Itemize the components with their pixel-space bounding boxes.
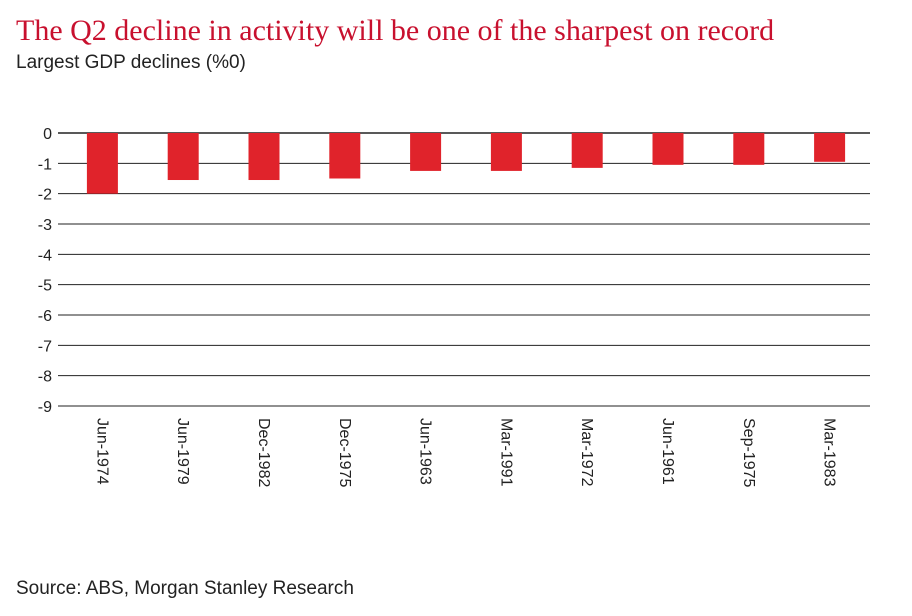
- y-tick-label: -6: [38, 308, 52, 325]
- x-category-label: Dec-1975: [336, 418, 353, 487]
- chart-title: The Q2 decline in activity will be one o…: [16, 14, 775, 47]
- x-category-label: Mar-1972: [578, 418, 595, 487]
- bar: [571, 133, 603, 168]
- x-category-label: Jun-1961: [659, 418, 676, 485]
- bars: [86, 133, 846, 194]
- x-category-label: Jun-1963: [417, 418, 434, 485]
- y-tick-label: -5: [38, 278, 52, 295]
- y-tick-label: -7: [38, 338, 52, 355]
- x-category-label: Jun-1979: [174, 418, 191, 485]
- x-category-label: Mar-1991: [497, 418, 514, 487]
- bar: [86, 133, 118, 194]
- source-note: Source: ABS, Morgan Stanley Research: [16, 578, 354, 599]
- y-tick-label: -2: [38, 187, 52, 204]
- bar: [490, 133, 522, 171]
- chart-subtitle: Largest GDP declines (%0): [16, 52, 246, 73]
- x-category-label: Sep-1975: [740, 418, 757, 487]
- bar: [733, 133, 765, 165]
- x-category-label: Jun-1974: [93, 418, 110, 485]
- y-tick-label: -4: [38, 247, 52, 264]
- y-axis-ticks: 0 -1 -2 -3 -4 -5 -6 -7 -8 -9: [38, 126, 52, 416]
- y-tick-label: -9: [38, 399, 52, 416]
- x-category-label: Mar-1983: [821, 418, 838, 487]
- x-category-label: Dec-1982: [255, 418, 272, 487]
- y-tick-label: -8: [38, 369, 52, 386]
- bar: [248, 133, 280, 181]
- x-axis-labels: Jun-1974 Jun-1979 Dec-1982 Dec-1975 Jun-1963…: [93, 418, 837, 487]
- bar: [814, 133, 846, 162]
- y-tick-label: -3: [38, 217, 52, 234]
- bar: [652, 133, 684, 165]
- bar: [329, 133, 361, 179]
- bar: [410, 133, 442, 171]
- y-tick-label: -1: [38, 156, 52, 173]
- y-tick-label: 0: [43, 126, 52, 143]
- bar: [167, 133, 199, 181]
